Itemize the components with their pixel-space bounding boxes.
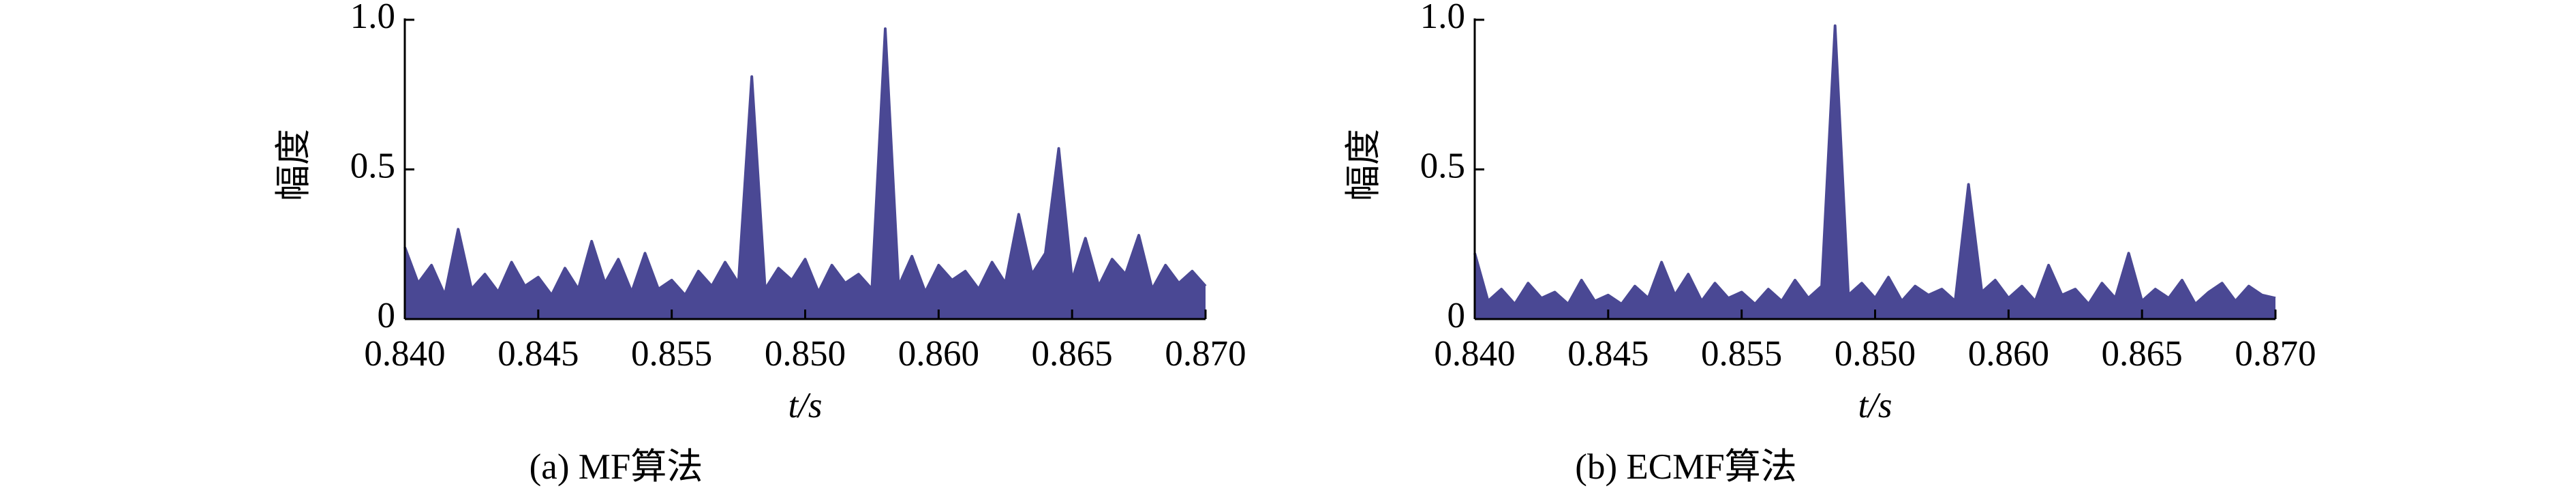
x-tick-label: 0.845 — [1567, 334, 1649, 374]
x-tick-label: 0.870 — [2235, 334, 2316, 374]
x-tick-label: 0.845 — [497, 334, 579, 374]
x-tick-label: 0.840 — [364, 334, 445, 374]
x-tick-label: 0.865 — [2102, 334, 2183, 374]
area-fill — [1475, 25, 2275, 319]
x-tick-label: 0.850 — [1835, 334, 1916, 374]
x-tick-label: 0.855 — [631, 334, 712, 374]
x-axis-label: t/s — [788, 386, 822, 425]
y-tick-label: 0 — [378, 296, 396, 335]
y-tick-label: 1.0 — [1420, 0, 1465, 36]
signal-line — [1473, 24, 2276, 306]
y-tick-label: 1.0 — [350, 0, 395, 36]
x-axis-label: t/s — [1858, 386, 1892, 425]
y-tick-label: 0.5 — [350, 147, 395, 186]
x-tick-label: 0.840 — [1434, 334, 1515, 374]
area-fill — [405, 29, 1206, 320]
y-tick-label: 0 — [1447, 296, 1466, 335]
x-tick-label: 0.855 — [1701, 334, 1782, 374]
x-tick-label: 0.860 — [1968, 334, 2049, 374]
caption: (b) ECMF算法 — [1575, 447, 1796, 487]
x-tick-label: 0.870 — [1165, 334, 1246, 374]
caption: (a) MF算法 — [530, 447, 703, 487]
y-tick-label: 0.5 — [1420, 147, 1465, 186]
y-axis-label: 幅度 — [1344, 129, 1383, 201]
x-tick-label: 0.865 — [1032, 334, 1113, 374]
y-axis-label: 幅度 — [274, 129, 313, 201]
x-tick-label: 0.850 — [765, 334, 846, 374]
signal-line — [403, 27, 1207, 297]
x-tick-label: 0.860 — [898, 334, 979, 374]
